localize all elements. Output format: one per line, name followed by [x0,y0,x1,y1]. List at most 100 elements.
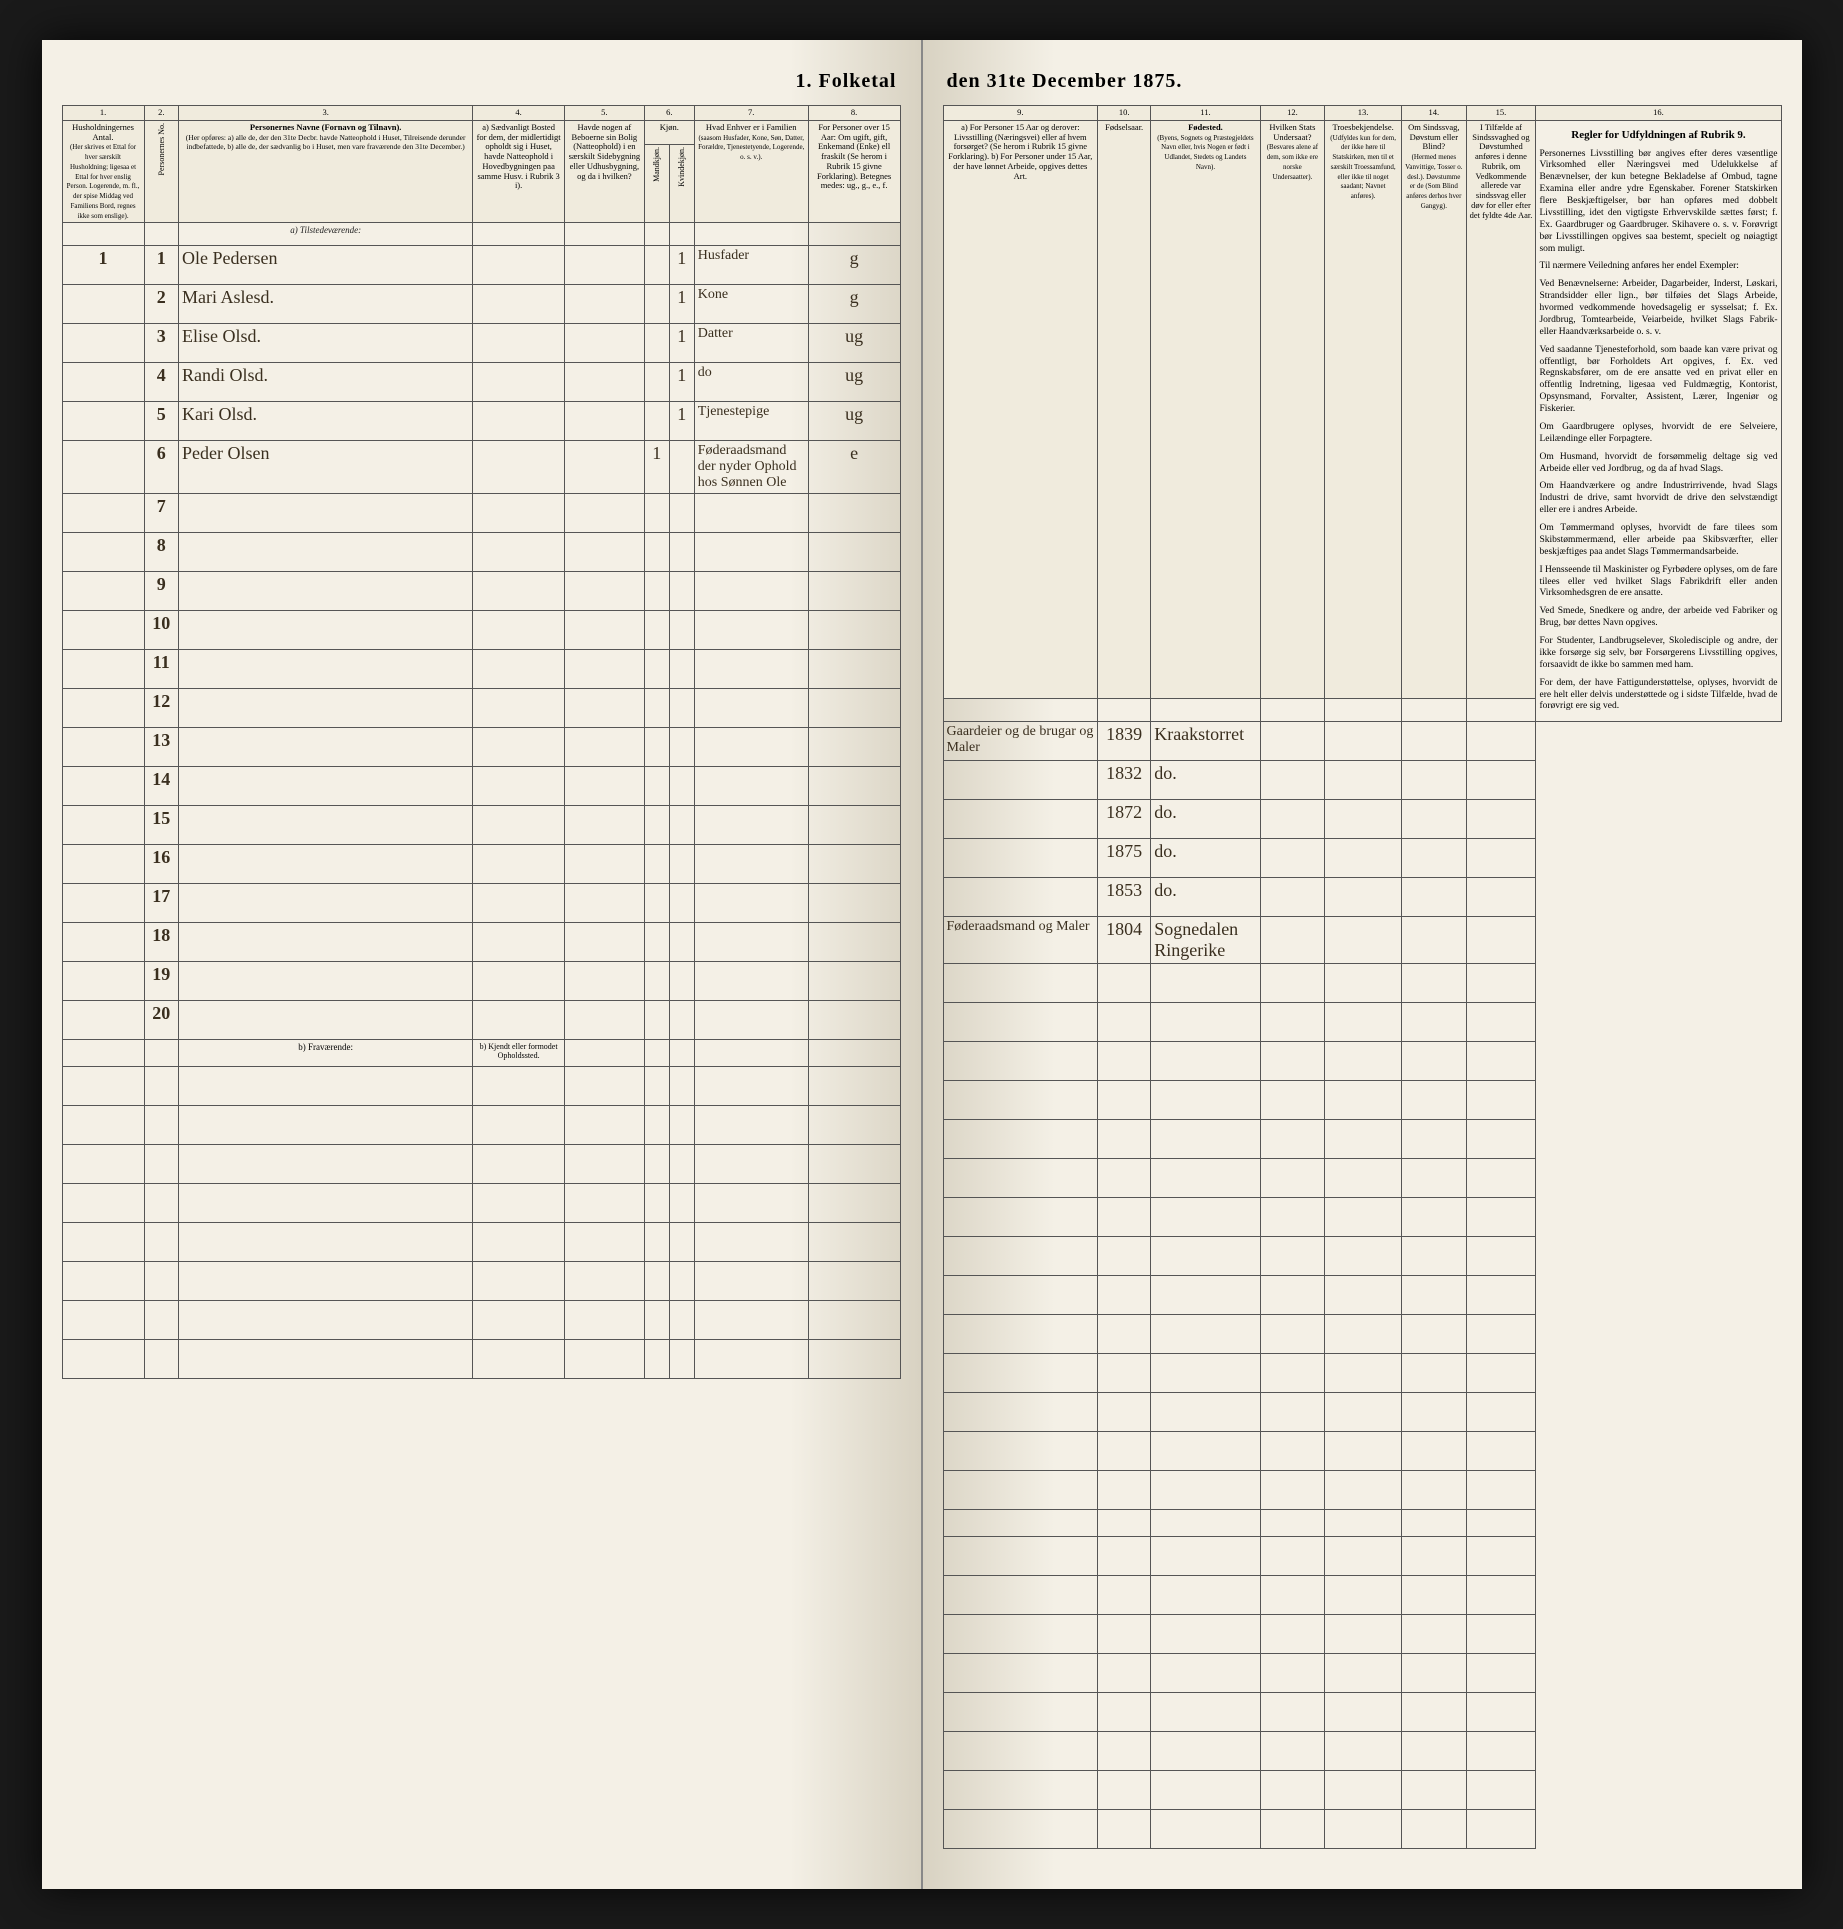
table-row: 11 [62,650,900,689]
table-row: 17 [62,884,900,923]
table-row: 3Elise Olsd.1Datterug [62,324,900,363]
table-row: Føderaadsmand og Maler1804Sognedalen Rin… [943,917,1781,964]
table-row: 1875do. [943,839,1781,878]
colnum-9: 9. [943,106,1098,121]
h5: Havde nogen af Beboerne sin Bolig (Natte… [564,120,644,223]
table-row: 9 [62,572,900,611]
table-row: 5Kari Olsd.1Tjenestepigeug [62,402,900,441]
colnum-12: 12. [1260,106,1324,121]
table-row [943,1393,1781,1432]
colnum-5: 5. [564,106,644,121]
table-row: 18 [62,923,900,962]
table-row: 10 [62,611,900,650]
rule-p2: Til nærmere Veiledning anføres her endel… [1539,261,1777,273]
subhead-b-right: b) Kjendt eller formodet Opholdssted. [473,1040,565,1067]
colnum-6: 6. [644,106,694,121]
colnum-8: 8. [808,106,900,121]
h11: Fødested. [1188,122,1223,132]
colnum-16: 16. [1536,106,1781,121]
h13: Troesbekjendelse. [1332,122,1393,132]
h7-sub: (saasom Husfader, Kone, Søn, Datter, For… [698,134,804,162]
colnum-1: 1. [62,106,144,121]
census-table-right: 9. 10. 11. 12. 13. 14. 15. 16. a) For Pe… [943,105,1782,1849]
h6b: Kvindekjøn. [677,147,686,187]
table-row: 4Randi Olsd.1doug [62,363,900,402]
page-title-right: den 31te December 1875. [943,70,1782,93]
h6: Kjøn. [644,120,694,144]
h13-sub: (Udfyldes kun for dem, der ikke høre til… [1330,134,1396,201]
colnum-13: 13. [1325,106,1402,121]
page-title-left: 1. Folketal [62,70,901,93]
table-row: 2Mari Aslesd.1Koneg [62,285,900,324]
table-row: Gaardeier og de brugar og Maler1839Kraak… [943,722,1781,761]
rule-p8: Om Tømmermand oplyses, hvorvidt de fare … [1539,523,1777,559]
h12: Hvilken Stats Undersaat? [1269,122,1315,142]
h9: a) For Personer 15 Aar og derover: Livss… [943,120,1098,699]
table-row: 1853do. [943,878,1781,917]
h14: Om Sindssvag, Døvstum eller Blind? [1408,122,1459,152]
table-row [943,1276,1781,1315]
table-row: 16 [62,845,900,884]
h15: I Tilfælde af Sindssvaghed og Døvstumhed… [1466,120,1536,699]
table-row [943,1159,1781,1198]
colnum-14: 14. [1402,106,1466,121]
table-row [943,1120,1781,1159]
right-page: den 31te December 1875. 9. 10. 11. 12. 1… [923,40,1802,1889]
rule-p12: For dem, der have Fattigunderstøttelse, … [1539,678,1777,714]
h2: Personernes No. [157,123,166,175]
rule-p10: Ved Smede, Snedkere og andre, der arbeid… [1539,606,1777,630]
rule-p6: Om Husmand, hvorvidt de forsømmelig delt… [1539,452,1777,476]
census-table-left: 1. 2. 3. 4. 5. 6. 7. 8. Husholdningernes… [62,105,901,1379]
h6a: Mandkjøn. [652,147,661,182]
table-row [943,1354,1781,1393]
table-row: 6Peder Olsen1Føderaadsmand der nyder Oph… [62,441,900,494]
table-row [943,964,1781,1003]
h1-sub: (Her skrives et Ettal for hver særskilt … [67,143,140,219]
colnum-4: 4. [473,106,565,121]
table-row: 14 [62,767,900,806]
table-row: 12 [62,689,900,728]
rule-p5: Om Gaardbrugere oplyses, hvorvidt de ere… [1539,422,1777,446]
subhead-b: b) Fraværende: [179,1040,473,1067]
rules-title: Regler for Udfyldningen af Rubrik 9. [1539,123,1777,149]
h4: a) Sædvanligt Bosted for dem, der midler… [473,120,565,223]
colnum-10: 10. [1098,106,1151,121]
table-row: 15 [62,806,900,845]
table-row [943,1003,1781,1042]
colnum-2: 2. [144,106,179,121]
rule-p1: Personernes Livsstilling bør angives eft… [1539,149,1777,256]
rule-p4: Ved saadanne Tjenesteforhold, som baade … [1539,345,1777,416]
table-row [943,1198,1781,1237]
table-row: 7 [62,494,900,533]
colnum-7: 7. [694,106,808,121]
h3: Personernes Navne (Fornavn og Tilnavn). [250,122,402,132]
table-row [943,1315,1781,1354]
table-row: 11Ole Pedersen1Husfaderg [62,246,900,285]
table-row: 13 [62,728,900,767]
h8: For Personer over 15 Aar: Om ugift, gift… [808,120,900,223]
rule-p9: I Hensseende til Maskinister og Fyrbøder… [1539,565,1777,601]
table-row [943,1471,1781,1510]
colnum-11: 11. [1151,106,1261,121]
table-row: 1872do. [943,800,1781,839]
colnum-3: 3. [179,106,473,121]
table-row: 1832do. [943,761,1781,800]
rule-p11: For Studenter, Landbrugselever, Skoledis… [1539,636,1777,672]
colnum-15: 15. [1466,106,1536,121]
table-row: 19 [62,962,900,1001]
census-book: 1. Folketal 1. 2. 3. 4. 5. 6. 7. 8. Hush… [42,40,1802,1889]
table-row [943,1432,1781,1471]
h10: Fødselsaar. [1098,120,1151,699]
table-row: 8 [62,533,900,572]
h14-sub: (Hermed menes Vanvittige, Tosser o. desl… [1405,153,1462,210]
rules-column: Regler for Udfyldningen af Rubrik 9. Per… [1536,120,1781,722]
left-page: 1. Folketal 1. 2. 3. 4. 5. 6. 7. 8. Hush… [42,40,923,1889]
table-row [943,1237,1781,1276]
h3-sub: (Her opføres: a) alle de, der den 31te D… [186,133,466,152]
h12-sub: (Besvares alene af dem, som ikke ere nor… [1267,143,1318,180]
table-row [943,1042,1781,1081]
table-row [943,1081,1781,1120]
rule-p7: Om Haandværkere og andre Industrirrivend… [1539,481,1777,517]
h1: Husholdningernes Antal. [72,122,134,142]
h11-sub: (Byens, Sognets og Præstegjeldets Navn e… [1157,134,1253,171]
